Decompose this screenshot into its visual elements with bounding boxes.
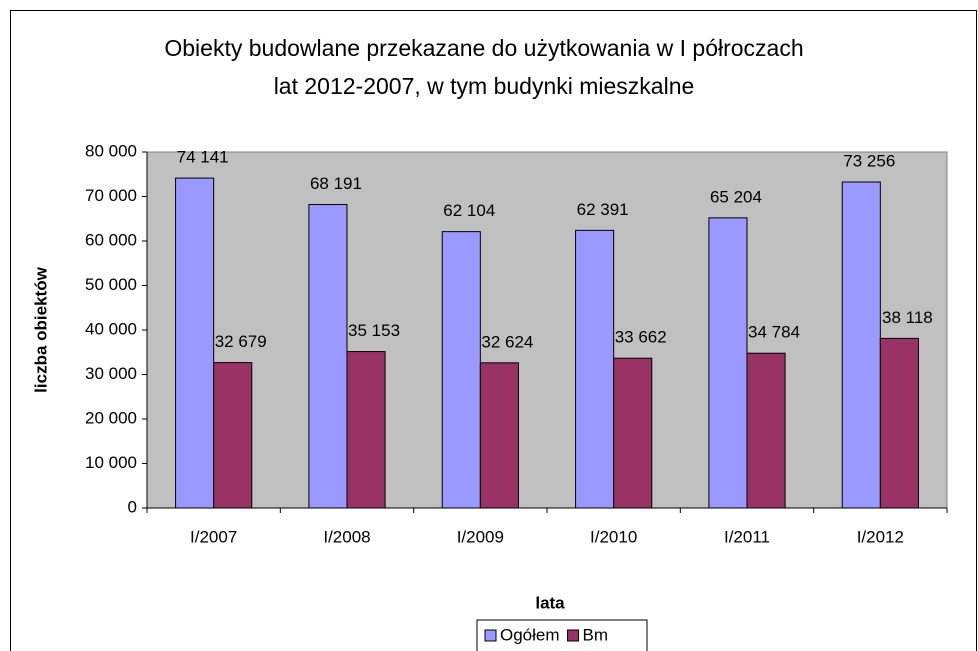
bar bbox=[575, 229, 615, 509]
data-label: 65 204 bbox=[710, 187, 762, 206]
bar bbox=[746, 352, 786, 509]
x-tick-label: I/2008 bbox=[323, 527, 370, 546]
y-tick-label: 70 000 bbox=[85, 186, 137, 205]
bar bbox=[613, 357, 653, 509]
y-tick-label: 60 000 bbox=[85, 230, 137, 249]
data-label: 68 191 bbox=[310, 174, 362, 193]
legend-label: Bm bbox=[583, 625, 609, 644]
data-label: 35 153 bbox=[348, 321, 400, 340]
bar bbox=[175, 177, 215, 509]
chart-title: Obiekty budowlane przekazane do użytkowa… bbox=[164, 35, 803, 61]
data-label: 62 391 bbox=[577, 200, 629, 219]
y-tick-label: 30 000 bbox=[85, 364, 137, 383]
data-label: 38 118 bbox=[882, 308, 933, 327]
bar bbox=[879, 337, 919, 509]
y-tick-label: 40 000 bbox=[85, 319, 137, 338]
y-tick-label: 80 000 bbox=[85, 141, 137, 160]
data-label: 32 624 bbox=[481, 332, 533, 351]
y-tick-label: 0 bbox=[128, 497, 137, 516]
bar bbox=[708, 217, 748, 509]
legend-box bbox=[476, 619, 648, 651]
data-label: 62 104 bbox=[443, 201, 495, 220]
bar bbox=[213, 362, 253, 509]
x-tick-label: I/2012 bbox=[857, 527, 904, 546]
x-tick-label: I/2010 bbox=[590, 527, 637, 546]
x-tick-label: I/2009 bbox=[457, 527, 504, 546]
bar bbox=[346, 351, 386, 509]
x-tick-label: I/2007 bbox=[190, 527, 237, 546]
data-label: 73 256 bbox=[843, 151, 895, 170]
data-label: 32 679 bbox=[215, 332, 267, 351]
y-tick-label: 10 000 bbox=[85, 453, 137, 472]
data-label: 33 662 bbox=[615, 328, 667, 347]
bar bbox=[308, 204, 348, 509]
x-axis-title: lata bbox=[535, 593, 565, 612]
bar bbox=[479, 362, 519, 509]
plot-area bbox=[146, 151, 948, 509]
bar bbox=[841, 181, 881, 509]
legend-label: Ogółem bbox=[500, 625, 560, 644]
data-label: 34 784 bbox=[748, 323, 800, 342]
y-tick-label: 50 000 bbox=[85, 275, 137, 294]
chart-title: lat 2012-2007, w tym budynki mieszkalne bbox=[274, 73, 695, 99]
data-label: 74 141 bbox=[177, 148, 229, 167]
y-tick-label: 20 000 bbox=[85, 408, 137, 427]
bar bbox=[441, 231, 481, 509]
legend-swatch bbox=[567, 629, 580, 642]
y-axis-title: liczba obiektów bbox=[31, 266, 50, 392]
legend-swatch bbox=[484, 629, 497, 642]
x-tick-label: I/2011 bbox=[724, 527, 770, 546]
